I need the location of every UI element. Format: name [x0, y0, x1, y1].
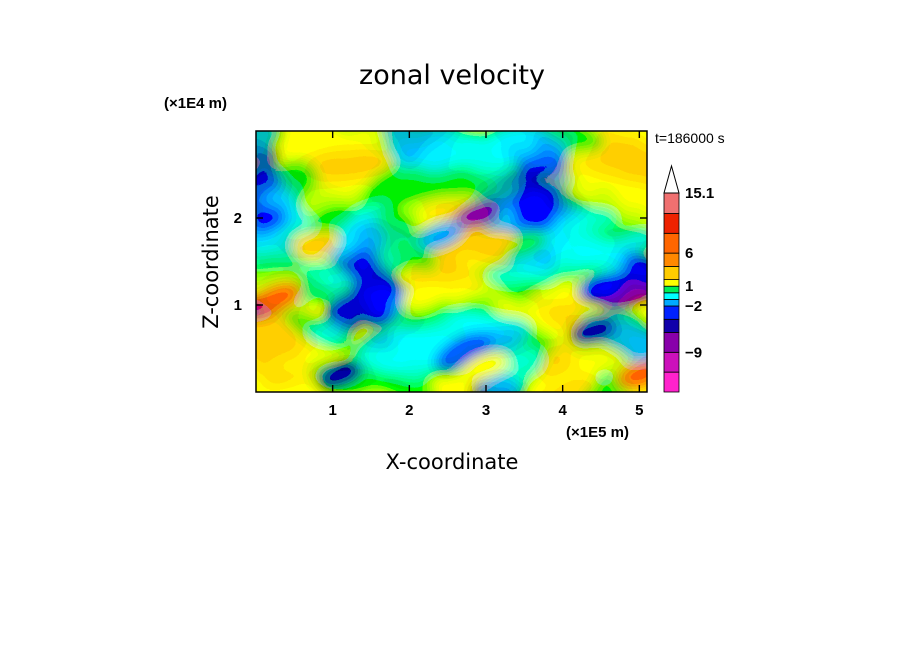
- field-patch: [256, 205, 287, 232]
- colorbar: 15.1 6 1 −2 −9: [663, 164, 714, 393]
- field-feature: [569, 317, 617, 345]
- x-tick-label: 3: [482, 402, 490, 419]
- field-feature: [454, 199, 502, 228]
- field-patch: [519, 186, 581, 218]
- field-patch: [539, 131, 605, 151]
- field-feature: [256, 282, 303, 311]
- y-axis-ticks: 12: [234, 210, 647, 314]
- field-patch: [369, 169, 449, 200]
- time-label: t=186000 s: [655, 130, 725, 146]
- field-patch: [542, 226, 627, 274]
- field-patch: [503, 282, 577, 324]
- colorbar-bin: [663, 265, 680, 280]
- field-feature: [577, 273, 625, 302]
- y-tick-label: 2: [234, 210, 242, 227]
- plot-area: [256, 131, 647, 392]
- colorbar-bin: [663, 305, 680, 320]
- colorbar-bin: [663, 332, 680, 353]
- y-axis-label: Z-coordinate: [199, 195, 223, 329]
- y-axis-unit: (×1E4 m): [164, 95, 227, 112]
- field-patch: [347, 131, 388, 148]
- x-axis-unit: (×1E5 m): [566, 424, 629, 441]
- field-feature: [309, 204, 357, 232]
- field-feature: [339, 151, 387, 180]
- field-patch: [256, 363, 286, 378]
- field-patch: [265, 210, 318, 243]
- field-patch: [353, 345, 408, 374]
- colorbar-bin: [663, 298, 680, 307]
- colorbar-label: 1: [685, 278, 693, 295]
- field-patch: [256, 131, 283, 148]
- chart-title: zonal velocity: [359, 60, 545, 91]
- field-patch: [575, 156, 647, 182]
- field-patch: [260, 364, 321, 389]
- x-tick-label: 5: [635, 402, 643, 419]
- colorbar-bin: [663, 279, 680, 287]
- field-patch: [279, 160, 319, 196]
- field-feature: [615, 360, 647, 389]
- field-patch: [362, 305, 398, 328]
- field-feature: [316, 360, 364, 389]
- x-tick-label: 4: [558, 402, 567, 419]
- colorbar-bin: [663, 371, 680, 393]
- field-patch: [325, 283, 404, 315]
- x-axis-ticks: 1 2 3 4 5: [328, 131, 644, 419]
- colorbar-bin: [663, 285, 680, 294]
- colorbar-extend-max: [663, 164, 680, 194]
- colorbar-bin: [663, 318, 680, 333]
- field-patch: [416, 131, 484, 172]
- field-patch: [256, 162, 286, 183]
- field-feature: [416, 221, 464, 250]
- colorbar-label: −2: [685, 298, 702, 315]
- field-patch: [307, 323, 346, 347]
- field-patch: [433, 330, 494, 372]
- y-tick-label: 1: [234, 297, 242, 314]
- colorbar-bin: [663, 292, 680, 300]
- field-feature: [293, 230, 341, 258]
- colorbar-label: 15.1: [685, 185, 714, 202]
- field-patch: [551, 208, 619, 230]
- colorbar-label: −9: [685, 344, 702, 361]
- field-patch: [281, 352, 337, 371]
- x-axis-label: X-coordinate: [386, 450, 519, 474]
- field-patch: [495, 157, 562, 188]
- field-feature: [470, 230, 518, 258]
- colorbar-bin: [663, 351, 680, 373]
- field-patch: [387, 324, 424, 350]
- field-patch: [448, 311, 499, 334]
- field-patch: [617, 253, 647, 283]
- x-tick-label: 2: [405, 402, 413, 419]
- field-patch: [592, 143, 647, 170]
- colorbar-bin: [663, 232, 680, 254]
- colorbar-bin: [663, 252, 680, 267]
- colorbar-label: 6: [685, 245, 693, 262]
- field-layer: [256, 131, 647, 392]
- field-patch: [491, 300, 562, 335]
- field-feature: [462, 352, 510, 380]
- colorbar-bin: [663, 213, 680, 234]
- field-patch: [374, 210, 420, 232]
- plot-frame: [255, 130, 648, 393]
- colorbar-bin: [663, 192, 680, 214]
- field-feature: [401, 282, 449, 311]
- x-tick-label: 1: [328, 402, 336, 419]
